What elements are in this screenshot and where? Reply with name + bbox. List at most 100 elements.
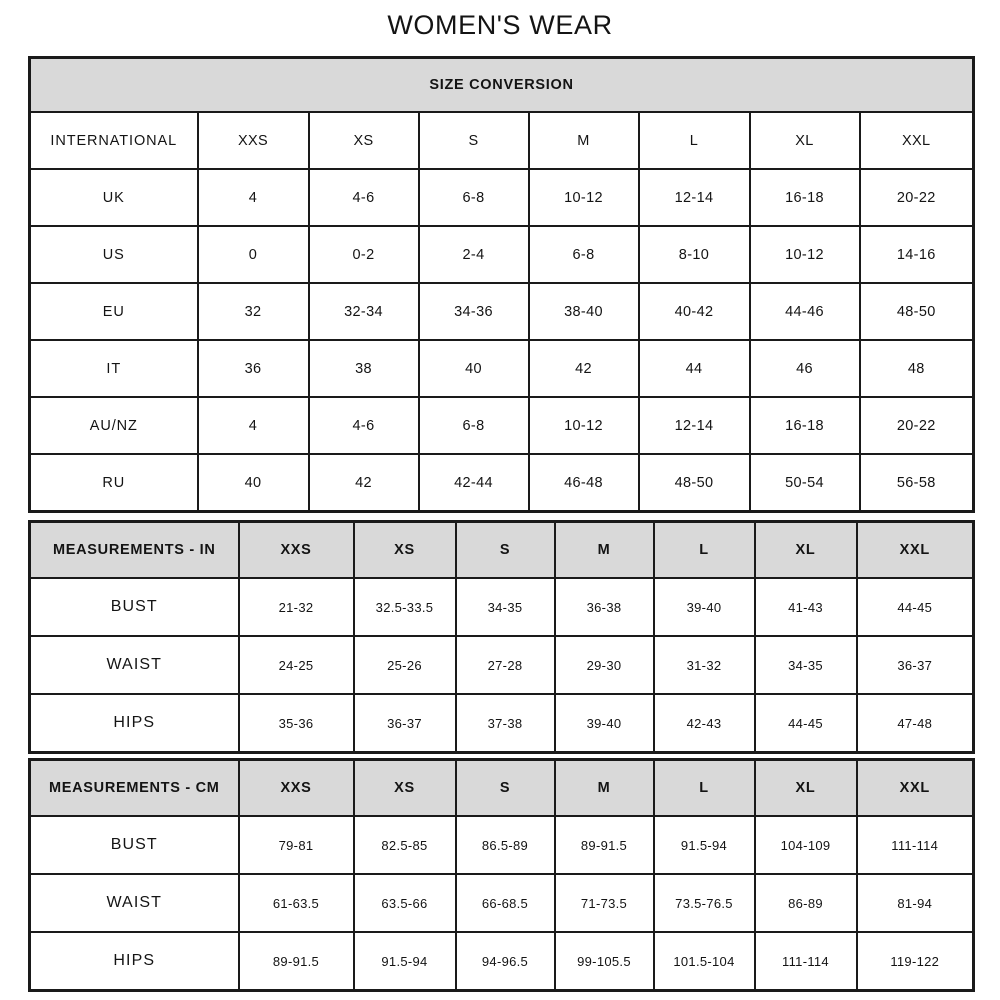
size-conversion-cell: 40 [417,339,530,398]
measurements-in-size-header: XS [352,520,457,579]
size-conversion-cell: 32 [196,282,310,341]
measurements-cm-size-header: XL [753,758,858,817]
measurements-cm-cell: 119-122 [855,931,975,992]
measurements-in-cell: 29-30 [553,635,655,695]
size-conversion-cell: 34-36 [417,282,530,341]
measurements-cm-size-header: XS [352,758,457,817]
table-row: AU/NZ 4 4-6 6-8 10-12 12-14 16-18 20-22 [28,396,975,455]
size-conversion-size-header: XL [748,111,861,170]
measurements-in-row-label: HIPS [28,693,240,754]
size-conversion-cell: 42 [307,453,420,513]
measurements-in-cell: 31-32 [652,635,756,695]
measurements-cm-cell: 86-89 [753,873,858,933]
size-conversion-row-label: US [28,225,199,284]
measurements-in-size-header: XXS [237,520,355,579]
measurements-cm-table: MEASUREMENTS - CM XXS XS S M L XL XXL BUST 79-81… [28,758,975,992]
measurements-cm-cell: 73.5-76.5 [652,873,756,933]
measurements-cm-tbody: BUST 79-81 82.5-85 86.5-89 89-91.5 91.5-94 104… [28,815,975,992]
measurements-in-cell: 27-28 [454,635,556,695]
measurements-in-cell: 37-38 [454,693,556,754]
measurements-in-cell: 36-37 [855,635,975,695]
size-conversion-cell: 0-2 [307,225,420,284]
measurements-in-cell: 39-40 [652,577,756,637]
measurements-cm-cell: 111-114 [753,931,858,992]
measurements-in-cell: 42-43 [652,693,756,754]
size-conversion-cell: 42 [527,339,640,398]
page-title: WOMEN'S WEAR [387,10,613,40]
size-conversion-cell: 10-12 [527,168,640,227]
size-conversion-size-header: M [527,111,640,170]
measurements-cm-cell: 66-68.5 [454,873,556,933]
measurements-cm-cell: 71-73.5 [553,873,655,933]
size-conversion-cell: 8-10 [637,225,751,284]
measurements-in-size-header: XXL [855,520,975,579]
measurements-in-cell: 47-48 [855,693,975,754]
size-conversion-cell: 38-40 [527,282,640,341]
table-row: UK 4 4-6 6-8 10-12 12-14 16-18 20-22 [28,168,975,227]
size-conversion-cell: 44-46 [748,282,861,341]
measurements-cm-size-header: XXS [237,758,355,817]
size-conversion-cell: 2-4 [417,225,530,284]
size-conversion-cell: 10-12 [527,396,640,455]
measurements-cm-row-label: HIPS [28,931,240,992]
size-conversion-header-row: INTERNATIONAL XXS XS S M L XL XXL [28,111,975,170]
measurements-in-cell: 21-32 [237,577,355,637]
size-conversion-cell: 0 [196,225,310,284]
size-conversion-cell: 32-34 [307,282,420,341]
size-conversion-cell: 16-18 [748,396,861,455]
size-conversion-cell: 48 [858,339,975,398]
table-row: EU 32 32-34 34-36 38-40 40-42 44-46 48-50 [28,282,975,341]
size-conversion-cell: 48-50 [637,453,751,513]
measurements-in-size-header: L [652,520,756,579]
size-conversion-cell: 20-22 [858,168,975,227]
measurements-in-cell: 44-45 [753,693,858,754]
measurements-in-row-label: BUST [28,577,240,637]
measurements-in-cell: 44-45 [855,577,975,637]
table-row: RU 40 42 42-44 46-48 48-50 50-54 56-58 [28,453,975,513]
measurements-cm-header-row: MEASUREMENTS - CM XXS XS S M L XL XXL [28,758,975,817]
size-conversion-cell: 10-12 [748,225,861,284]
size-conversion-cell: 36 [196,339,310,398]
size-conversion-cell: 4 [196,396,310,455]
measurements-in-cell: 25-26 [352,635,457,695]
table-row: US 0 0-2 2-4 6-8 8-10 10-12 14-16 [28,225,975,284]
size-conversion-cell: 50-54 [748,453,861,513]
measurements-cm-size-header: XXL [855,758,975,817]
size-conversion-cell: 56-58 [858,453,975,513]
measurements-in-cell: 32.5-33.5 [352,577,457,637]
size-conversion-row-label: UK [28,168,199,227]
size-conversion-banner-row: SIZE CONVERSION [28,56,975,113]
measurements-in-cell: 39-40 [553,693,655,754]
size-conversion-thead: SIZE CONVERSION [28,56,975,113]
measurements-in-thead: MEASUREMENTS - IN XXS XS S M L XL XXL [28,520,975,579]
measurements-cm-row-label: WAIST [28,873,240,933]
size-conversion-cell: 42-44 [417,453,530,513]
measurements-in-cell: 34-35 [753,635,858,695]
measurements-cm-corner-label: MEASUREMENTS - CM [28,758,240,817]
size-conversion-row-label: INTERNATIONAL [28,111,199,170]
size-conversion-banner: SIZE CONVERSION [28,56,975,113]
size-conversion-cell: 4 [196,168,310,227]
size-conversion-size-header: S [417,111,530,170]
size-conversion-row-label: EU [28,282,199,341]
measurements-cm-cell: 94-96.5 [454,931,556,992]
size-conversion-cell: 14-16 [858,225,975,284]
measurements-cm-cell: 91.5-94 [352,931,457,992]
size-conversion-cell: 4-6 [307,168,420,227]
size-conversion-cell: 40-42 [637,282,751,341]
measurements-cm-size-header: L [652,758,756,817]
table-row: HIPS 35-36 36-37 37-38 39-40 42-43 44-45 47-48 [28,693,975,754]
size-conversion-cell: 44 [637,339,751,398]
size-conversion-cell: 40 [196,453,310,513]
size-conversion-row-label: RU [28,453,199,513]
measurements-in-corner-label: MEASUREMENTS - IN [28,520,240,579]
measurements-cm-size-header: M [553,758,655,817]
table-row: BUST 21-32 32.5-33.5 34-35 36-38 39-40 41-43 44… [28,577,975,637]
measurements-cm-cell: 86.5-89 [454,815,556,875]
size-conversion-cell: 46 [748,339,861,398]
size-conversion-cell: 16-18 [748,168,861,227]
measurements-in-size-header: XL [753,520,858,579]
size-conversion-cell: 12-14 [637,168,751,227]
measurements-cm-cell: 89-91.5 [237,931,355,992]
